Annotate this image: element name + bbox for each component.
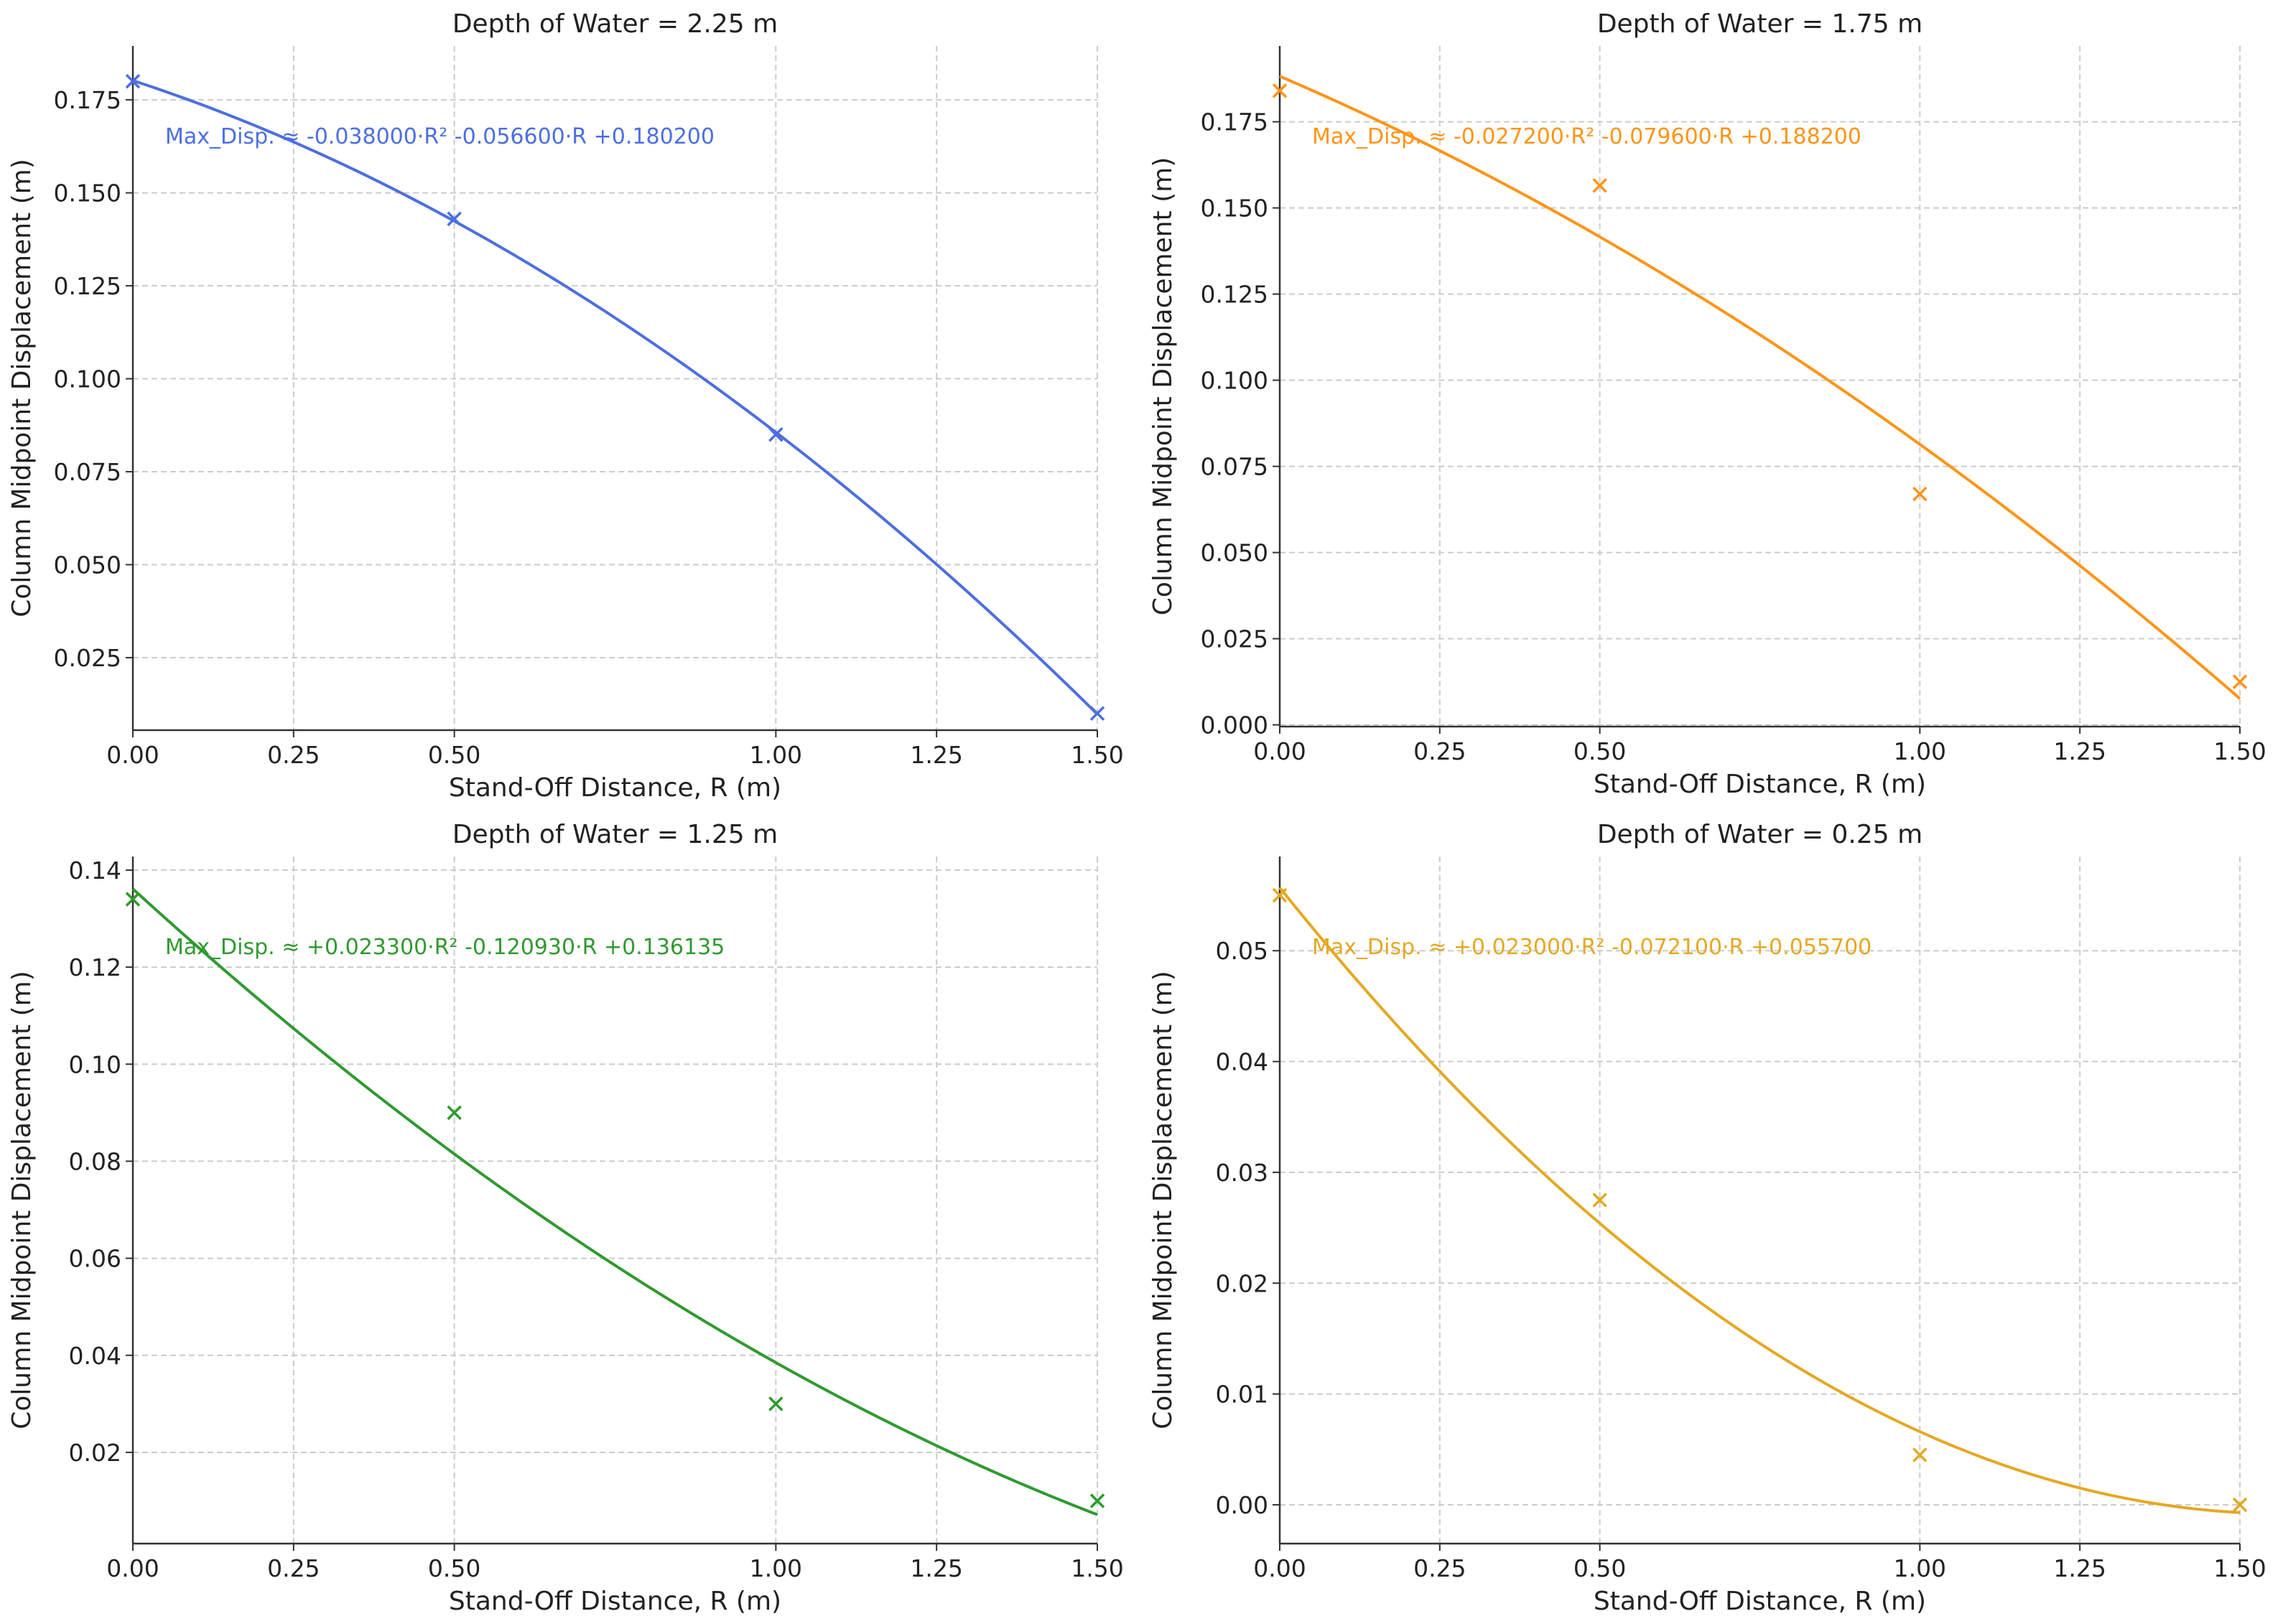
data-point-marker [125, 73, 141, 89]
fit-curve [1279, 75, 2241, 700]
y-tick-label: 0.14 [69, 857, 121, 885]
fit-equation: Max_Disp. ≈ -0.027200·R² -0.079600·R +0.… [1312, 124, 1861, 149]
chart-title: Depth of Water = 2.25 m [452, 9, 778, 39]
y-axis-label: Column Midpoint Displacement (m) [7, 971, 37, 1429]
y-tick-label: 0.125 [1201, 281, 1268, 309]
x-axis-label: Stand-Off Distance, R (m) [449, 1587, 781, 1616]
chart-title: Depth of Water = 1.75 m [1597, 9, 1922, 39]
x-tick-label: 1.25 [2053, 737, 2106, 765]
data-point-marker [768, 1396, 784, 1411]
y-tick-label: 0.06 [69, 1245, 121, 1273]
y-tick-label: 0.025 [1201, 625, 1268, 653]
y-tick-label: 0.08 [69, 1147, 121, 1175]
data-point-marker [1272, 887, 1288, 903]
x-tick-label: 0.50 [428, 741, 480, 769]
chart-panel-bottom-left: 0.00 0.25 0.50 1.00 1.25 1.50 0.02 0.04 0.06 0.08… [0, 811, 1141, 1621]
x-tick-label: 1.00 [1894, 1554, 1946, 1582]
y-tick-label: 0.04 [1216, 1048, 1268, 1076]
x-tick-label: 0.25 [267, 741, 320, 769]
y-tick-label: 0.175 [54, 86, 121, 114]
y-tick-label: 0.075 [1201, 453, 1268, 481]
fit-equation: Max_Disp. ≈ +0.023300·R² -0.120930·R +0.… [165, 935, 725, 960]
fit-curve [131, 887, 1098, 1516]
y-tick-label: 0.02 [69, 1439, 121, 1467]
data-point-marker [768, 427, 784, 442]
x-tick-label: 0.50 [1573, 737, 1626, 765]
data-point-marker [1592, 1193, 1607, 1208]
x-tick-label: 0.00 [1253, 737, 1306, 765]
y-tick-label: 0.100 [1201, 367, 1268, 395]
chart-svg: 0.00 0.25 0.50 1.00 1.25 1.50 0.025 0.050 0.075 0… [7, 9, 1124, 803]
x-tick-label: 0.50 [428, 1554, 480, 1582]
y-tick-label: 0.000 [1201, 711, 1268, 739]
x-tick-label: 0.50 [1573, 1554, 1626, 1582]
y-tick-label: 0.04 [69, 1342, 121, 1370]
y-tick-label: 0.150 [1201, 195, 1268, 223]
data-point-marker [125, 892, 141, 907]
chart-svg: 0.00 0.25 0.50 1.00 1.25 1.50 0.000 0.025 0.050 0… [1148, 9, 2266, 799]
data-point-marker [1272, 83, 1288, 98]
y-tick-label: 0.02 [1216, 1269, 1268, 1297]
x-tick-label: 0.00 [106, 1554, 159, 1582]
data-point-marker [1089, 1493, 1105, 1508]
chart-svg: 0.00 0.25 0.50 1.00 1.25 1.50 0.02 0.04 0.06 0.08… [7, 820, 1124, 1616]
chart-svg: 0.00 0.25 0.50 1.00 1.25 1.50 0.00 0.01 0.02 0.03… [1148, 820, 2266, 1616]
y-axis-label: Column Midpoint Displacement (m) [1148, 157, 1178, 616]
x-tick-label: 0.00 [106, 741, 159, 769]
x-tick-label: 0.25 [1413, 1554, 1466, 1582]
x-tick-label: 1.25 [910, 741, 962, 769]
y-tick-label: 0.150 [54, 179, 121, 207]
x-tick-label: 0.25 [1413, 737, 1466, 765]
y-tick-label: 0.00 [1216, 1491, 1268, 1519]
y-tick-label: 0.10 [69, 1050, 121, 1078]
x-axis-label: Stand-Off Distance, R (m) [449, 773, 781, 803]
x-tick-label: 1.50 [2213, 1554, 2266, 1582]
data-point-marker [447, 1105, 462, 1121]
data-point-marker [1912, 1447, 1928, 1462]
data-point-marker [1592, 178, 1607, 193]
y-tick-label: 0.025 [54, 644, 121, 672]
y-tick-label: 0.05 [1216, 937, 1268, 965]
y-tick-label: 0.100 [54, 365, 121, 393]
y-tick-label: 0.175 [1201, 108, 1268, 136]
fit-equation: Max_Disp. ≈ -0.038000·R² -0.056600·R +0.… [165, 124, 715, 149]
x-tick-label: 1.00 [750, 1554, 802, 1582]
chart-panel-top-left: 0.00 0.25 0.50 1.00 1.25 1.50 0.025 0.050 0.075 0… [0, 0, 1141, 811]
x-tick-label: 1.50 [2213, 737, 2266, 765]
chart-panel-bottom-right: 0.00 0.25 0.50 1.00 1.25 1.50 0.00 0.01 0.02 0.03… [1141, 811, 2283, 1621]
fit-curve [1278, 886, 2241, 1514]
y-axis-label: Column Midpoint Displacement (m) [1148, 971, 1178, 1429]
data-point-marker [2232, 674, 2248, 689]
x-tick-label: 1.50 [1071, 1554, 1123, 1582]
chart-title: Depth of Water = 0.25 m [1597, 820, 1922, 849]
x-tick-label: 1.00 [750, 741, 802, 769]
data-point-marker [447, 211, 462, 227]
fit-equation: Max_Disp. ≈ +0.023000·R² -0.072100·R +0.… [1312, 935, 1871, 960]
data-point-marker [1912, 486, 1928, 502]
y-tick-label: 0.12 [69, 953, 121, 981]
data-point-marker [2232, 1497, 2248, 1513]
x-tick-label: 1.25 [2053, 1554, 2106, 1582]
chart-panel-top-right: 0.00 0.25 0.50 1.00 1.25 1.50 0.000 0.025 0.050 0… [1141, 0, 2283, 811]
y-axis-label: Column Midpoint Displacement (m) [7, 159, 37, 617]
x-tick-label: 0.25 [267, 1554, 320, 1582]
x-tick-label: 1.25 [910, 1554, 962, 1582]
x-tick-label: 0.00 [1253, 1554, 1306, 1582]
y-tick-label: 0.050 [54, 551, 121, 579]
x-tick-label: 1.50 [1071, 741, 1123, 769]
y-tick-label: 0.03 [1216, 1159, 1268, 1187]
fit-curve [132, 79, 1099, 716]
x-tick-label: 1.00 [1894, 737, 1946, 765]
data-point-marker [1089, 706, 1105, 721]
x-axis-label: Stand-Off Distance, R (m) [1594, 1587, 1926, 1616]
x-axis-label: Stand-Off Distance, R (m) [1594, 770, 1926, 799]
y-tick-label: 0.125 [54, 272, 121, 300]
y-tick-label: 0.050 [1201, 539, 1268, 567]
y-tick-label: 0.075 [54, 458, 121, 486]
y-tick-label: 0.01 [1216, 1381, 1268, 1409]
chart-title: Depth of Water = 1.25 m [452, 820, 778, 849]
